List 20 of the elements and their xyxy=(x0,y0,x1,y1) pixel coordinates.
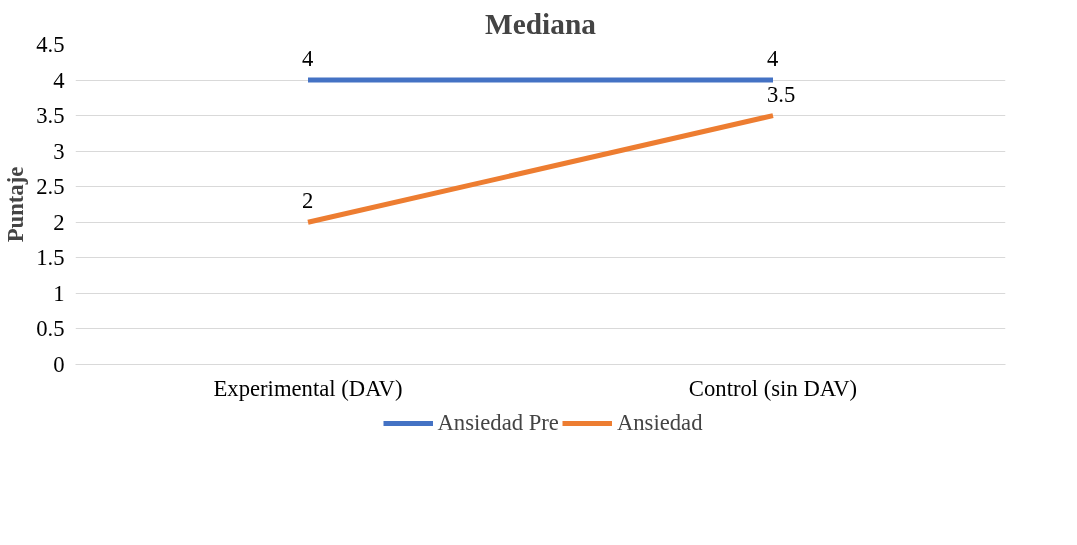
y-tick-label: 1 xyxy=(53,280,65,306)
legend-label: Ansiedad Pre xyxy=(437,410,559,436)
data-label: 2 xyxy=(302,188,314,214)
y-tick-label: 2 xyxy=(53,209,65,235)
x-tick-label: Experimental (DAV) xyxy=(213,375,403,401)
data-label: 3.5 xyxy=(767,81,796,107)
data-label: 4 xyxy=(767,46,779,72)
y-tick-label: 2.5 xyxy=(36,174,65,200)
y-tick-label: 0 xyxy=(53,352,65,377)
x-tick-label: Control (sin DAV) xyxy=(688,375,858,401)
y-tick-label: 3.5 xyxy=(36,103,65,129)
y-tick-label: 1.5 xyxy=(36,245,65,271)
y-tick-label: 3 xyxy=(53,138,65,164)
chart-title: Mediana xyxy=(485,7,597,40)
y-tick-label: 0.5 xyxy=(36,316,65,342)
y-axis-title: Puntaje xyxy=(3,166,29,243)
data-label: 4 xyxy=(302,46,314,72)
y-tick-label: 4 xyxy=(53,67,65,93)
legend-label: Ansiedad xyxy=(616,410,703,436)
y-tick-label: 4.5 xyxy=(36,32,65,57)
